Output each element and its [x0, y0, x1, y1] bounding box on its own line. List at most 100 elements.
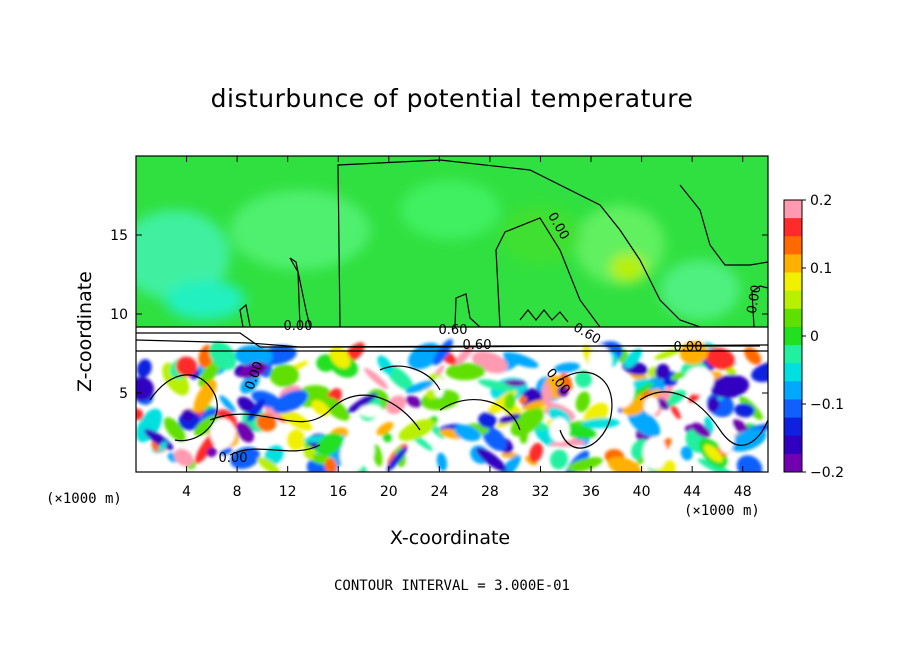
turbulence-cell [707, 396, 720, 413]
turbulence-cell [549, 417, 570, 443]
turbulence-cell [498, 413, 521, 424]
turbulence-cell [504, 393, 516, 411]
turbulence-cell [478, 412, 497, 429]
turbulent-layer [136, 339, 768, 472]
contour-line [136, 339, 760, 348]
upper-anomaly [165, 280, 245, 320]
contour-line [454, 293, 481, 328]
turbulence-cell [575, 370, 593, 388]
turbulence-cell [655, 363, 670, 380]
turbulence-cell [240, 373, 260, 394]
turbulence-cell [717, 419, 735, 454]
x-unit-right: (×1000 m) [684, 503, 760, 519]
turbulence-cell [136, 359, 152, 378]
y-axis-label: Z-coordinate [74, 271, 96, 392]
colorbar-swatch [784, 453, 802, 473]
turbulence-cell [482, 426, 507, 452]
turbulence-cell [433, 339, 453, 366]
x-tick-label: 40 [633, 484, 651, 500]
contour-line [679, 184, 768, 266]
contour-line [495, 217, 601, 328]
turbulence-cell [209, 341, 237, 371]
contour-line [751, 285, 768, 328]
turbulence-cell [269, 364, 299, 388]
turbulence-cell [502, 352, 539, 368]
turbulence-cell [478, 379, 516, 392]
turbulence-cell [247, 398, 266, 422]
colorbar-swatch [784, 272, 802, 292]
turbulence-cell [679, 341, 708, 365]
turbulence-cell [529, 442, 543, 463]
turbulence-cell [158, 441, 168, 453]
turbulence-cell [729, 428, 767, 452]
contour-label: 0.60 [439, 323, 468, 338]
plot-area [136, 156, 768, 472]
turbulence-cell [736, 455, 763, 472]
contour-line [289, 257, 311, 328]
turbulence-cell [503, 379, 527, 387]
colorbar-swatch [784, 218, 802, 237]
turbulence-cell [697, 458, 734, 472]
turbulence-cell [454, 424, 481, 442]
colorbar-swatch [784, 381, 802, 400]
contour-line [337, 159, 701, 328]
x-tick-label: 36 [582, 484, 600, 500]
turbulence-cell [734, 403, 755, 418]
turbulence-cell [173, 448, 194, 467]
turbulence-cell [363, 440, 375, 461]
turbulence-cell [670, 372, 684, 381]
contour-line [209, 394, 421, 431]
contour-line [379, 365, 441, 391]
turbulence-cell [219, 395, 236, 413]
turbulence-cell [588, 345, 612, 380]
turbulence-cell [476, 447, 507, 472]
contour-line [239, 303, 251, 328]
contour-line [559, 371, 613, 449]
colorbar-tick-label: 0 [810, 329, 819, 345]
turbulence-cell [324, 457, 337, 472]
chart-title: disturbunce of potential temperature [210, 84, 694, 113]
x-tick-label: 32 [532, 484, 550, 500]
contour-line [519, 309, 569, 323]
x-unit-left: (×1000 m) [46, 491, 122, 507]
turbulence-cell [557, 385, 569, 397]
turbulence-cell [238, 361, 268, 379]
turbulence-cell [657, 398, 670, 410]
turbulence-cell [206, 447, 217, 458]
contour-line [229, 444, 321, 456]
turbulence-cell [624, 348, 642, 369]
turbulence-cell [567, 457, 603, 472]
turbulence-cell [175, 356, 198, 377]
turbulence-cell [541, 383, 552, 406]
turbulence-cell [321, 396, 350, 421]
turbulence-cell [498, 454, 521, 472]
turbulence-cell [554, 362, 581, 373]
turbulence-cell [445, 362, 486, 381]
turbulence-cell [382, 432, 392, 443]
turbulence-cell [386, 446, 408, 472]
turbulence-cell [630, 382, 655, 398]
colorbar-swatch [784, 326, 802, 346]
colorbar: 0.2 0.1 0 −0.1 −0.2 [783, 193, 844, 481]
turbulence-cell [703, 444, 723, 463]
x-tick-label: 48 [734, 484, 752, 500]
turbulence-cell [317, 432, 343, 456]
turbulence-cell [405, 380, 434, 394]
turbulence-cell [287, 429, 306, 451]
colorbar-swatch [784, 435, 802, 455]
x-tick-label: 4 [182, 484, 191, 500]
upper-anomaly [660, 260, 740, 320]
y-tick-label: 15 [110, 228, 128, 244]
turbulence-cell [377, 355, 393, 375]
colorbar-swatch [784, 417, 802, 437]
turbulence-cell [581, 418, 620, 429]
colorbar-swatch [784, 254, 802, 274]
colorbar-swatch [784, 236, 802, 255]
turbulence-cell [710, 374, 750, 399]
turbulence-cell [339, 438, 366, 472]
turbulence-cell [705, 347, 736, 370]
turbulence-cell [219, 447, 233, 456]
turbulence-cell [311, 399, 330, 417]
x-tick-label: 28 [481, 484, 499, 500]
turbulence-cell [510, 407, 544, 437]
